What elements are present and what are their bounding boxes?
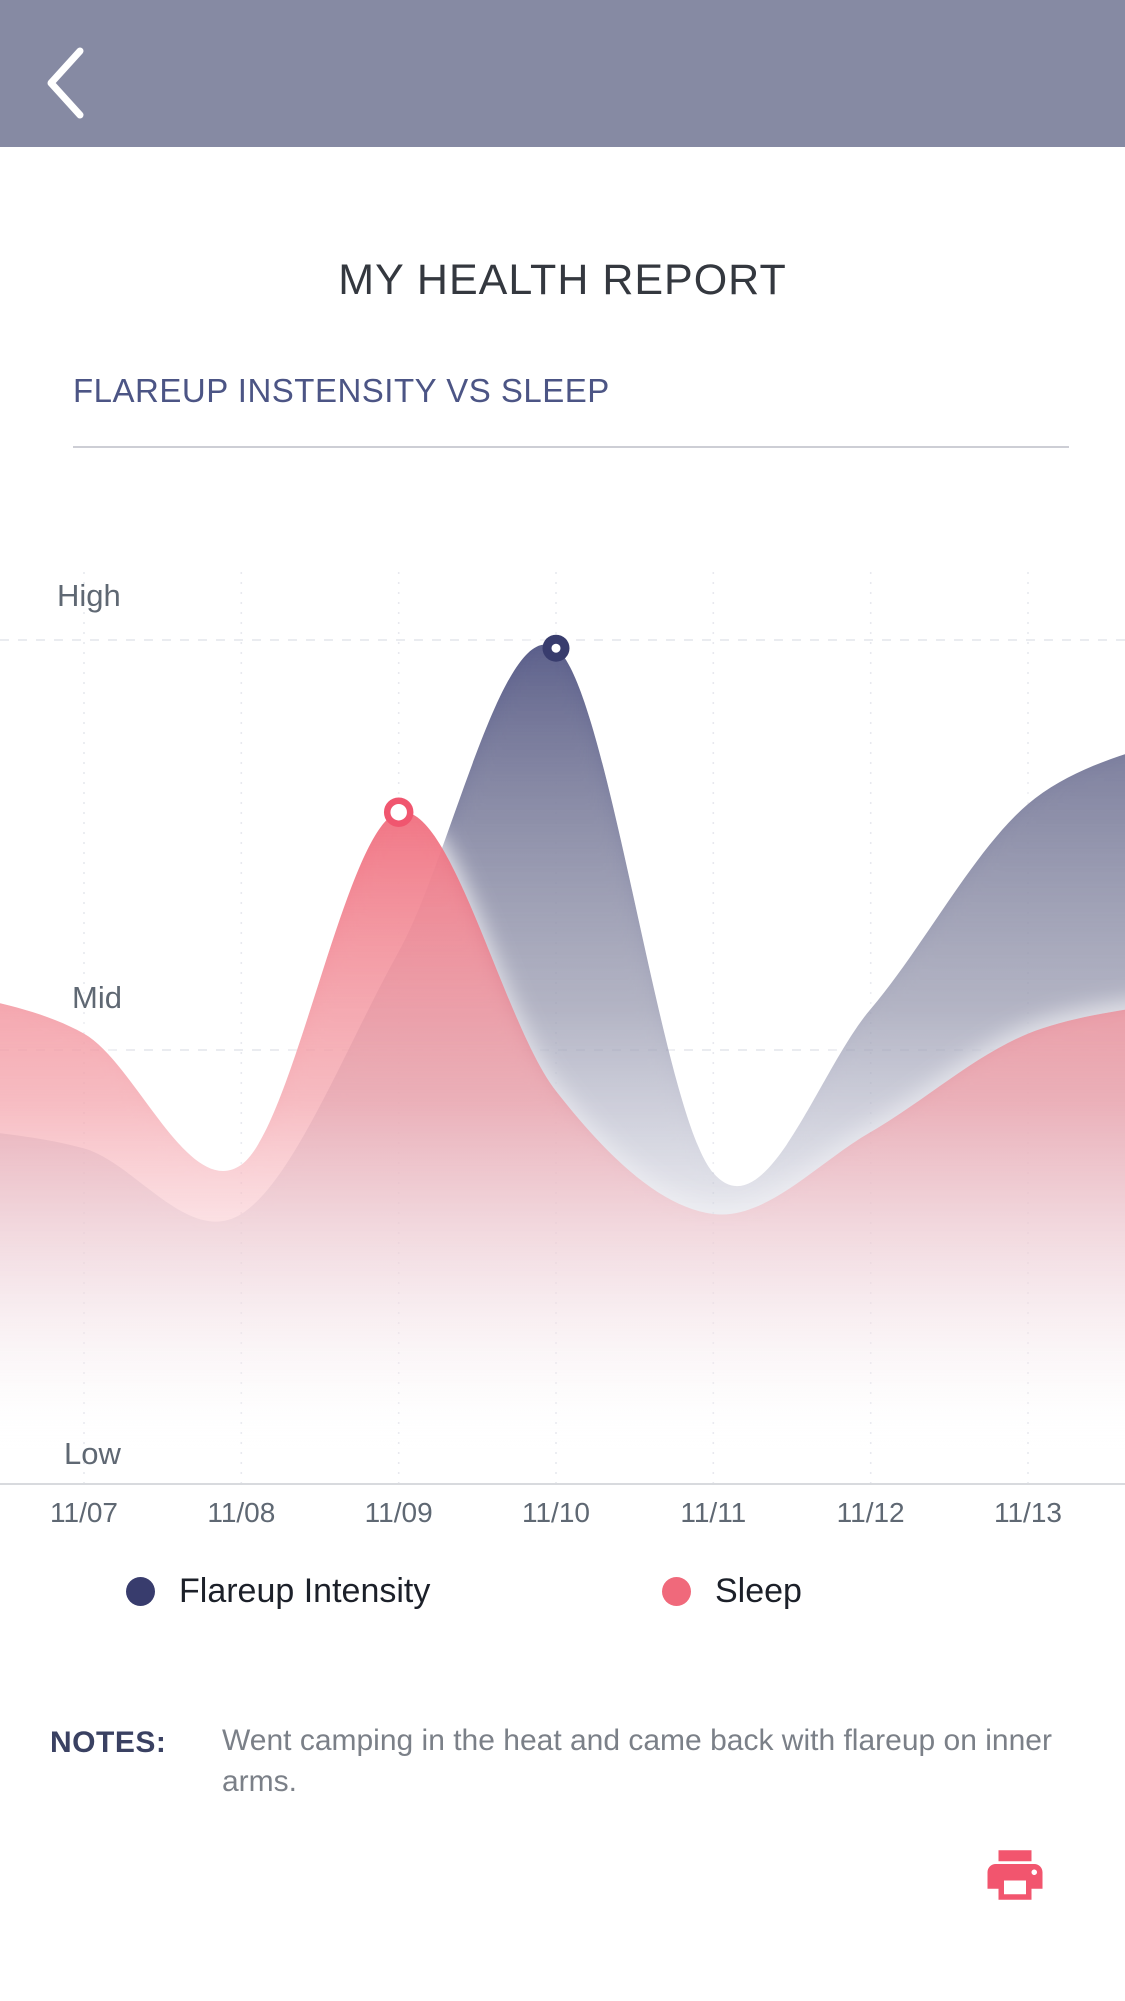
x-axis-label: 11/10 <box>521 1497 590 1528</box>
x-axis-label: 11/13 <box>993 1497 1062 1528</box>
x-axis-labels: 11/07 11/08 11/09 11/10 11/11 11/12 11/13 <box>34 1497 1078 1529</box>
legend-label: Flareup Intensity <box>179 1572 431 1610</box>
marker-sleep <box>383 797 414 827</box>
section-title: FLAREUP INSTENSITY VS SLEEP <box>73 372 610 409</box>
legend-dot <box>126 1577 155 1606</box>
printer-icon <box>987 1850 1043 1900</box>
x-axis-label: 11/07 <box>50 1497 118 1528</box>
legend-item-sleep: Sleep <box>662 1572 802 1611</box>
x-axis-label: 11/09 <box>364 1497 433 1528</box>
y-axis-label-high: High <box>57 578 121 613</box>
legend-dot <box>662 1577 691 1606</box>
marker-flareup-intensity <box>542 634 570 662</box>
notes-text: Went camping in the heat and came back w… <box>222 1724 1052 1798</box>
app-header <box>0 0 1125 147</box>
y-axis-label-mid: Mid <box>72 980 122 1015</box>
x-axis-label: 11/11 <box>680 1497 747 1528</box>
section-divider <box>73 446 1069 448</box>
x-axis-label: 11/08 <box>207 1497 276 1528</box>
notes-label: NOTES: <box>50 1726 167 1759</box>
page-title: MY HEALTH REPORT <box>338 256 787 304</box>
flareup-vs-sleep-area-chart <box>0 572 1125 1494</box>
print-button[interactable] <box>982 1842 1048 1908</box>
legend-item-flareup-intensity: Flareup Intensity <box>126 1572 430 1611</box>
x-axis-label: 11/12 <box>836 1497 905 1528</box>
chevron-left-icon <box>47 47 84 119</box>
back-button[interactable] <box>28 38 102 128</box>
legend-label: Sleep <box>715 1572 802 1610</box>
area-series-sleep <box>0 812 1125 1494</box>
y-axis-label-low: Low <box>64 1436 121 1471</box>
